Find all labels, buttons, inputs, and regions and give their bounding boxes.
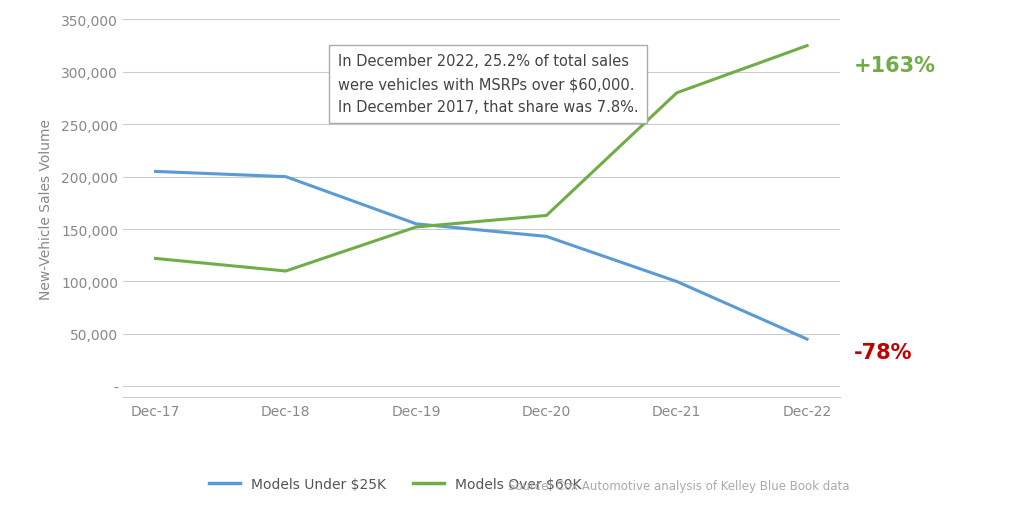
Y-axis label: New-Vehicle Sales Volume: New-Vehicle Sales Volume <box>39 119 52 299</box>
Text: In December 2022, 25.2% of total sales
were vehicles with MSRPs over $60,000.
In: In December 2022, 25.2% of total sales w… <box>338 54 639 115</box>
Text: Source: Cox Automotive analysis of Kelley Blue Book data: Source: Cox Automotive analysis of Kelle… <box>509 478 850 492</box>
Legend: Models Under $25K, Models Over $60K: Models Under $25K, Models Over $60K <box>204 472 587 497</box>
Text: -78%: -78% <box>854 342 912 362</box>
Text: +163%: +163% <box>854 55 936 75</box>
